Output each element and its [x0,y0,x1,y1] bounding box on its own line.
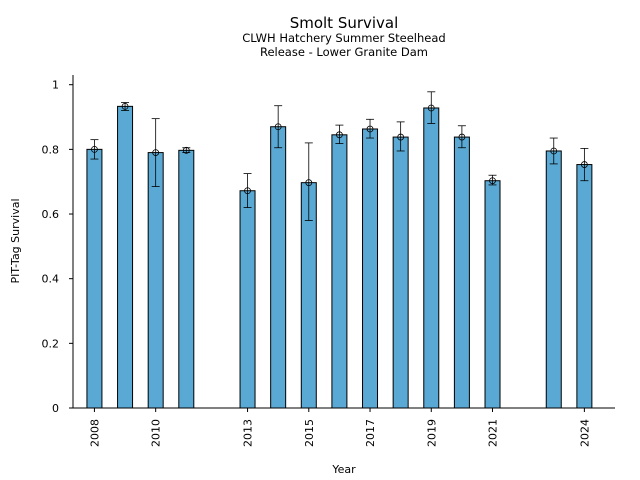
error-bar-2009 [121,102,130,111]
error-bar-2024 [580,147,589,182]
chart-subtitle-line-2: Release - Lower Granite Dam [260,45,428,59]
x-tick-label-3: 2015 [303,419,316,447]
bar-2019 [423,107,440,409]
error-bar-2018 [396,121,405,152]
x-tick-label-0: 2008 [88,419,101,447]
point-marker-2009 [121,102,129,110]
error-bar-2014 [274,105,283,149]
bar-2013 [239,190,256,409]
x-tick-label-7: 2024 [578,419,591,447]
error-bar-2019 [427,91,436,124]
bars-group [86,105,593,409]
y-tick-label-3: 0.6 [42,208,60,221]
error-bar-2011 [182,146,191,154]
y-tick-label-5: 1 [52,79,59,92]
bar-2018 [392,136,409,409]
bar-2024 [576,164,593,409]
point-marker-2014 [274,123,282,131]
x-tick-label-1: 2010 [150,419,163,447]
bar-2011 [178,149,195,409]
point-marker-2016 [336,131,343,139]
point-marker-2013 [244,187,251,195]
point-marker-2008 [91,145,98,153]
point-marker-2011 [182,146,190,154]
point-marker-2023 [550,147,558,155]
error-bar-2015 [304,142,313,221]
point-marker-2019 [427,104,435,112]
bar-2016 [331,134,348,409]
error-bar-2008 [90,139,99,160]
error-bar-2016 [335,124,344,144]
bar-2010 [147,152,164,409]
bar-2014 [270,126,287,409]
y-axis-label: PIT-Tag Survival [9,198,22,283]
point-marker-2017 [366,125,374,133]
chart-subtitle-line-1: CLWH Hatchery Summer Steelhead [242,31,445,45]
bar-2021 [484,180,501,409]
point-marker-2010 [152,149,160,156]
error-bar-2013 [243,173,252,208]
y-tick-label-0: 0 [52,402,59,415]
y-tick-label-4: 0.8 [42,143,60,156]
error-bar-2023 [549,137,558,165]
bar-2008 [86,148,103,409]
bar-2017 [362,128,379,409]
y-axis: 0 0.2 0.4 0.6 0.8 1 [42,75,74,415]
x-axis: 2008 2010 2013 2015 2017 2019 2021 2024 [73,407,615,447]
bar-2023 [545,150,562,409]
x-tick-label-2: 2013 [242,419,255,447]
bar-2020 [453,136,470,409]
error-bar-2021 [488,174,497,186]
x-tick-label-5: 2019 [425,419,438,447]
error-bar-2017 [366,118,375,139]
y-tick-label-2: 0.4 [42,273,60,286]
point-marker-2020 [458,133,466,141]
error-bar-2020 [457,125,466,149]
point-marker-2018 [397,133,405,141]
x-tick-label-6: 2021 [487,419,500,447]
y-tick-label-1: 0.2 [42,337,60,350]
x-tick-label-4: 2017 [364,419,377,447]
error-bar-2010 [151,118,160,187]
x-axis-label: Year [331,463,356,476]
chart-title: Smolt Survival [290,14,399,32]
point-marker-2021 [489,177,496,185]
bar-2009 [117,105,134,409]
point-marker-2024 [580,161,588,168]
point-marker-2015 [305,179,313,187]
error-bars-group [90,91,589,221]
